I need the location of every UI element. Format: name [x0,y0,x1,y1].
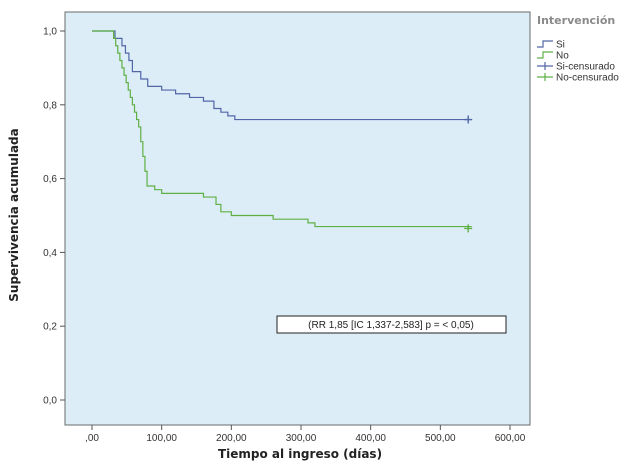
annotation-text: (RR 1,85 [IC 1,337-2,583] p = < 0,05) [308,320,474,331]
censor-mark-si [464,115,473,124]
x-tick-label: 100,00 [146,433,177,444]
legend-label: No-censurado [556,73,619,84]
annotation-box: (RR 1,85 [IC 1,337-2,583] p = < 0,05) [276,315,507,334]
legend-swatch-cross [537,73,553,81]
legend-title: Intervención [537,14,615,27]
x-axis: ,00 100,00 200,00 300,00 400,00 500,00 600,00 [85,425,526,444]
series-line-no [92,30,472,228]
annotation-frame [276,315,507,334]
y-axis: 0,0 0,2 0,4 0,6 0,8 1,0 [43,27,65,407]
censor-mark-no [464,224,473,233]
x-tick-label: 300,00 [286,433,317,444]
y-tick-label: 0,4 [43,248,57,259]
series-line-si [92,30,472,121]
legend-swatch-line [537,40,553,48]
y-tick-label: 0,2 [43,322,57,333]
plot-area [64,11,531,426]
legend-label: No [556,51,569,62]
x-axis-title: Tiempo al ingreso (días) [218,447,382,461]
legend-swatch-line [537,51,553,59]
x-tick-label: 400,00 [355,433,386,444]
y-tick-label: 0,0 [43,396,57,407]
x-tick-label: 600,00 [495,433,526,444]
legend-label: Si-censurado [556,62,615,73]
y-tick-label: 1,0 [43,27,57,38]
series-layer [92,30,473,233]
x-tick-label: ,00 [85,433,99,444]
y-tick-label: 0,6 [43,174,57,185]
y-tick-label: 0,8 [43,100,57,111]
x-tick-label: 200,00 [216,433,247,444]
legend-label: Si [556,40,565,51]
legend: Intervención SiNoSi-censuradoNo-censurad… [537,14,619,84]
legend-swatch-cross [537,62,553,70]
x-tick-label: 500,00 [425,433,456,444]
y-axis-title: Supervivencia acumulada [7,128,21,301]
